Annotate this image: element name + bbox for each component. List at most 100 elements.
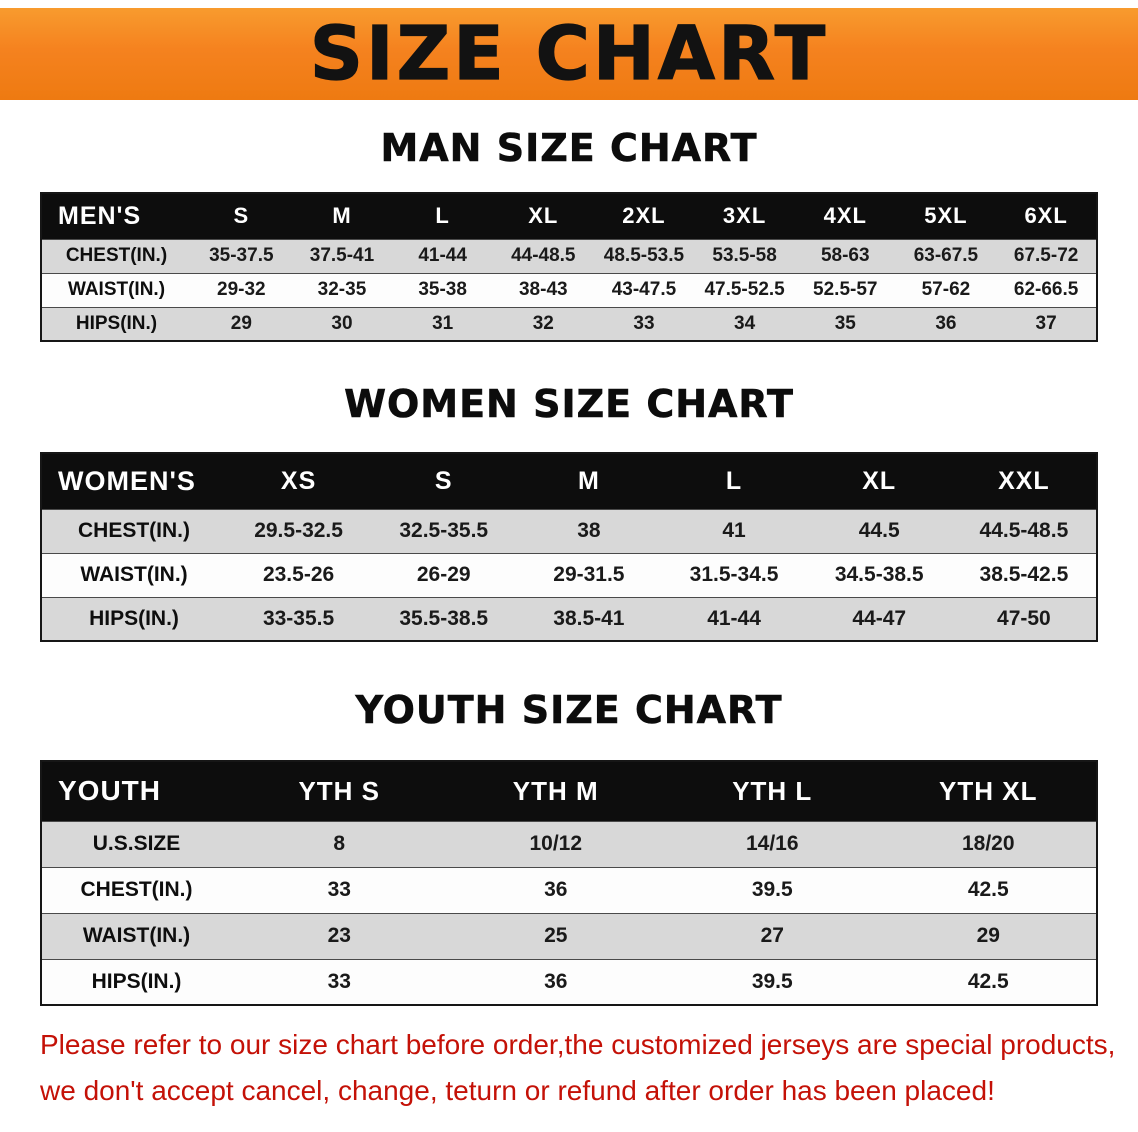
size-value: 57-62 <box>921 279 971 300</box>
size-value: 23 <box>327 924 351 947</box>
disclaimer: Please refer to our size chart before or… <box>0 1022 1138 1114</box>
table-row: HIPS(IN.) 33 36 39.5 42.5 <box>41 959 1097 1005</box>
table-row: CHEST(IN.) 29.5-32.5 32.5-35.5 38 41 44.5 44.5… <box>41 509 1097 553</box>
size-column-header: YTH L <box>664 761 881 821</box>
size-value: 52.5-57 <box>813 279 878 300</box>
row-label: CHEST(IN.) <box>80 878 193 901</box>
women-size-table: WOMEN'S XS S M L XL XXL CHEST(IN.) 29.5-32.5 32.5… <box>40 452 1098 642</box>
size-value: 53.5-58 <box>712 245 777 266</box>
size-value: 10/12 <box>529 832 583 855</box>
size-column-header: M <box>516 453 662 509</box>
size-value: 47-50 <box>997 606 1051 630</box>
table-row: CHEST(IN.) 35-37.5 37.5-41 41-44 44-48.5 48.5… <box>41 239 1097 273</box>
youth-section-heading: YOUTH SIZE CHART <box>355 688 783 733</box>
size-value: 33 <box>327 878 351 901</box>
size-column-header: YTH S <box>231 761 448 821</box>
disclaimer-line-2: we don't accept cancel, change, teturn o… <box>40 1075 995 1106</box>
size-value: 38-43 <box>518 279 568 300</box>
size-value: 35-37.5 <box>209 245 274 266</box>
size-column-header: 4XL <box>794 193 896 239</box>
size-value: 62-66.5 <box>1013 279 1079 300</box>
size-value: 32.5-35.5 <box>399 519 489 542</box>
women-size-chart-section: WOMEN SIZE CHART WOMEN'S XS S M L XL XXL CHEST(… <box>0 382 1138 642</box>
size-value: 34.5-38.5 <box>834 563 924 586</box>
table-row: HIPS(IN.) 29 30 31 32 33 34 35 36 37 <box>41 307 1097 341</box>
size-value: 44.5 <box>858 519 900 542</box>
row-label: HIPS(IN.) <box>89 606 179 630</box>
size-value: 41-44 <box>707 606 761 630</box>
men-size-table: MEN'S S M L XL 2XL 3XL 4XL 5XL 6XL CHEST(IN.) 35-37… <box>40 192 1098 342</box>
size-value: 42.5 <box>967 878 1009 901</box>
size-value: 38.5-41 <box>553 606 625 630</box>
size-column-header: 6XL <box>996 193 1097 239</box>
row-label: WAIST(IN.) <box>82 924 191 947</box>
row-label: HIPS(IN.) <box>75 312 158 334</box>
disclaimer-line-1: Please refer to our size chart before or… <box>40 1029 1116 1060</box>
size-column-header: XXL <box>951 453 1097 509</box>
table-row: CHEST(IN.) 33 36 39.5 42.5 <box>41 867 1097 913</box>
table-corner-label: YOUTH <box>41 761 231 821</box>
size-value: 25 <box>544 924 568 947</box>
size-value: 36 <box>935 312 957 334</box>
size-value: 37 <box>1035 312 1057 334</box>
size-value: 29-31.5 <box>553 563 625 586</box>
size-value: 37.5-41 <box>309 245 375 266</box>
size-value: 29 <box>976 924 1000 947</box>
size-value: 42.5 <box>967 969 1009 993</box>
size-column-header: S <box>371 453 517 509</box>
men-section-heading: MAN SIZE CHART <box>380 126 758 171</box>
size-value: 8 <box>333 832 346 855</box>
size-value: 14/16 <box>745 832 799 855</box>
size-value: 44-47 <box>852 606 907 630</box>
size-value: 41-44 <box>418 245 467 266</box>
size-column-header: YTH M <box>447 761 664 821</box>
size-column-header: 2XL <box>593 193 695 239</box>
size-value: 41 <box>722 519 746 542</box>
size-value: 18/20 <box>961 832 1015 855</box>
size-column-header: L <box>661 453 807 509</box>
table-header-row: WOMEN'S XS S M L XL XXL <box>41 453 1097 509</box>
size-column-header: XS <box>226 453 372 509</box>
size-value: 36 <box>544 969 568 993</box>
size-column-header: XL <box>806 453 952 509</box>
size-column-header: YTH XL <box>880 761 1097 821</box>
size-value: 35 <box>834 312 856 334</box>
size-value: 39.5 <box>751 878 793 901</box>
size-value: 43-47.5 <box>611 279 677 300</box>
size-value: 33 <box>633 312 655 334</box>
size-value: 35.5-38.5 <box>399 606 489 630</box>
size-value: 44-48.5 <box>511 245 576 266</box>
youth-size-chart-section: YOUTH SIZE CHART YOUTH YTH S YTH M YTH L YTH… <box>0 688 1138 1006</box>
row-label: HIPS(IN.) <box>91 969 182 993</box>
size-value: 63-67.5 <box>913 245 979 266</box>
size-value: 38 <box>577 519 601 542</box>
size-value: 39.5 <box>751 969 793 993</box>
size-value: 23.5-26 <box>262 563 335 586</box>
size-value: 58-63 <box>820 245 870 266</box>
row-label: CHEST(IN.) <box>78 519 190 542</box>
row-label: WAIST(IN.) <box>80 563 188 586</box>
table-row: HIPS(IN.) 33-35.5 35.5-38.5 38.5-41 41-44 44-… <box>41 597 1097 641</box>
size-column-header: S <box>191 193 292 239</box>
size-value: 31 <box>432 312 454 334</box>
table-row: WAIST(IN.) 29-32 32-35 35-38 38-43 43-47.5 47.… <box>41 273 1097 307</box>
size-value: 35-38 <box>418 279 467 300</box>
size-column-header: 5XL <box>895 193 997 239</box>
size-value: 47.5-52.5 <box>704 279 785 300</box>
size-value: 33-35.5 <box>262 606 335 630</box>
table-corner-label: WOMEN'S <box>41 453 226 509</box>
youth-size-table: YOUTH YTH S YTH M YTH L YTH XL U.S.SIZE 8 10/12… <box>40 760 1098 1006</box>
size-value: 29-32 <box>217 279 266 300</box>
page-title: SIZE CHART <box>309 11 829 97</box>
size-column-header: XL <box>492 193 594 239</box>
size-value: 32-35 <box>317 279 367 300</box>
size-value: 29 <box>230 312 252 334</box>
size-value: 36 <box>544 878 568 901</box>
women-section-heading: WOMEN SIZE CHART <box>344 382 794 427</box>
table-row: WAIST(IN.) 23 25 27 29 <box>41 913 1097 959</box>
men-size-chart-section: MAN SIZE CHART MEN'S S M L XL 2XL 3XL 4XL 5XL 6XL… <box>0 126 1138 342</box>
size-column-header: L <box>392 193 493 239</box>
row-label: U.S.SIZE <box>92 832 181 855</box>
size-value: 48.5-53.5 <box>603 245 685 266</box>
